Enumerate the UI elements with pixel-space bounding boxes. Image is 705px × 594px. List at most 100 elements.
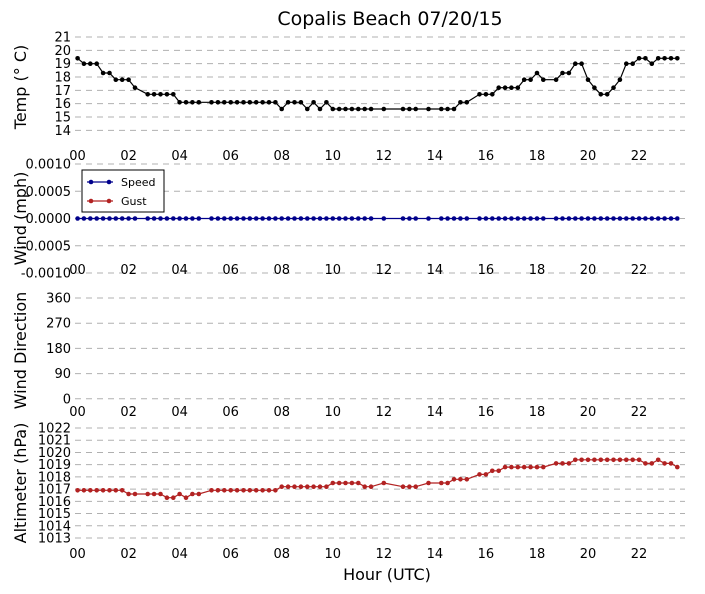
wind-panel: -0.0010 -0.0005 0.0000 0.0005 0.0010 00 02 04 06… [11, 158, 685, 282]
temp-point [477, 92, 482, 97]
temp-xtick-label: 04 [171, 149, 188, 164]
altimeter-point [81, 488, 87, 493]
wind-xtick-label: 08 [273, 263, 290, 278]
temp-point [528, 77, 533, 82]
temp-point [668, 56, 674, 61]
direction-panel: 0 90 180 270 360 00 02 04 06 08 10 12 14 16 18 20 22 Wind… [11, 292, 685, 420]
temp-xtick-label: 00 [69, 149, 86, 164]
temp-point [534, 70, 540, 76]
legend-marker [106, 179, 112, 185]
altimeter-point [292, 484, 297, 490]
speed-point [107, 216, 112, 221]
temp-point [585, 77, 591, 82]
altimeter-point [222, 488, 227, 493]
temp-point [100, 70, 106, 76]
temp-point [158, 92, 163, 97]
altimeter-point [119, 488, 125, 493]
wind-y-axis-label: Wind (mph) [11, 172, 30, 266]
temp-point [317, 106, 323, 112]
speed-point [177, 216, 182, 221]
speed-point [502, 216, 508, 221]
altimeter-point [177, 491, 182, 497]
temp-point [273, 100, 278, 105]
temp-point [215, 100, 221, 105]
temp-point [560, 70, 565, 76]
temp-point [445, 106, 450, 112]
temp-xtick-label: 02 [120, 149, 137, 164]
altimeter-ytick-label: 1014 [38, 519, 71, 534]
speed-point [75, 216, 80, 221]
direction-xtick-label: 10 [325, 405, 342, 420]
speed-point [119, 216, 125, 221]
speed-point [617, 216, 623, 221]
wind-xtick-label: 06 [222, 263, 239, 278]
temp-xtick-label: 10 [325, 149, 342, 164]
altimeter-xtick-label: 06 [222, 547, 239, 562]
altimeter-point [362, 484, 368, 490]
speed-point [573, 216, 578, 221]
temp-point [126, 77, 131, 82]
altimeter-point [336, 480, 342, 486]
legend-box [81, 169, 165, 213]
temp-point [279, 106, 285, 112]
temp-point [400, 106, 406, 112]
speed-point [611, 216, 616, 221]
speed-point [260, 216, 265, 221]
altimeter-point [381, 480, 387, 486]
altimeter-point [496, 468, 502, 474]
wind-legend: Speed Gust [81, 169, 165, 213]
speed-point [164, 216, 170, 221]
temp-point [617, 77, 623, 82]
speed-point [483, 216, 489, 221]
altimeter-point [330, 480, 336, 486]
temp-point [426, 106, 431, 112]
temp-point [247, 100, 253, 105]
altimeter-ytick-label: 1019 [38, 458, 71, 473]
speed-point [285, 216, 291, 221]
altimeter-point [675, 464, 680, 470]
speed-point [439, 216, 444, 221]
altimeter-xtick-label: 02 [120, 547, 137, 562]
altimeter-point [509, 464, 514, 470]
speed-point [292, 216, 297, 221]
altimeter-xtick-label: 00 [69, 547, 86, 562]
altimeter-point [598, 457, 604, 463]
altimeter-point [324, 484, 329, 490]
direction-ytick-label: 360 [46, 292, 71, 307]
temp-series-line [77, 57, 678, 110]
altimeter-point [464, 477, 470, 482]
wind-xtick-label: 16 [478, 263, 495, 278]
altimeter-point [113, 488, 119, 493]
speed-point [126, 216, 131, 221]
temp-ytick-label: 17 [54, 84, 71, 99]
temp-ytick-label: 21 [54, 31, 71, 46]
temp-ytick-label: 14 [54, 124, 71, 139]
temp-point [451, 106, 457, 112]
altimeter-ytick-label: 1018 [38, 470, 71, 485]
direction-xtick-label: 02 [120, 405, 137, 420]
temp-point [75, 56, 80, 61]
temp-y-axis-label: Temp (° C) [11, 45, 30, 130]
temp-point [573, 61, 578, 66]
speed-point [604, 216, 610, 221]
altimeter-point [88, 488, 93, 493]
wind-xtick-label: 20 [580, 263, 597, 278]
temp-point [553, 77, 559, 82]
speed-point [413, 216, 419, 221]
wind-xtick-label: 18 [529, 263, 546, 278]
altimeter-point [636, 457, 642, 463]
altimeter-xtick-label: 10 [325, 547, 342, 562]
temp-point [222, 100, 227, 105]
temp-point [305, 106, 310, 112]
speed-point [521, 216, 527, 221]
speed-point [458, 216, 463, 221]
direction-xtick-label: 08 [273, 405, 290, 420]
speed-point [94, 216, 99, 221]
speed-point [585, 216, 591, 221]
temp-point [94, 61, 99, 66]
altimeter-y-axis-label: Altimeter (hPa) [11, 423, 30, 544]
altimeter-point [241, 488, 246, 493]
legend-marker [106, 198, 112, 204]
speed-point [426, 216, 431, 221]
